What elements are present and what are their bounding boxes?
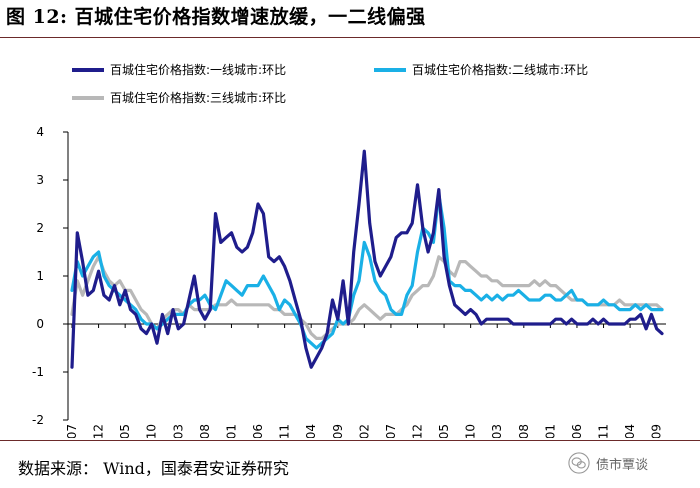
x-tick-label: 2017-08 (517, 424, 531, 438)
x-tick-label: 2010-07 (65, 424, 79, 438)
footer-divider (0, 440, 700, 441)
x-axis: 2010-07 2010-12 2011-05 2011-10 2012-03 2012-… (65, 323, 666, 438)
x-tick-label: 2019-04 (623, 424, 637, 438)
x-tick-label: 2010-12 (92, 424, 106, 438)
x-tick-label: 2015-07 (384, 424, 398, 438)
x-tick-label: 2016-05 (437, 424, 451, 438)
x-tick-label: 2019-09 (650, 424, 664, 438)
x-tick-label: 2013-06 (251, 424, 265, 438)
x-tick-label: 2011-10 (145, 424, 159, 438)
x-tick-label: 2017-03 (490, 424, 504, 438)
figure-title: 图 12: 百城住宅价格指数增速放缓，一二线偏强 (6, 6, 426, 28)
x-tick-label: 2014-09 (331, 424, 345, 438)
y-tick-label: 3 (36, 173, 44, 187)
x-tick-label: 2015-02 (357, 424, 371, 438)
y-tick-label: 0 (36, 317, 44, 331)
chart-legend: 百城住宅价格指数:一线城市:环比 百城住宅价格指数:二线城市:环比百城住宅价格指数… (72, 62, 588, 105)
x-tick-label: 2018-11 (597, 424, 611, 438)
x-tick-label: 2018-01 (543, 424, 557, 438)
line-chart: 百城住宅价格指数:一线城市:环比 百城住宅价格指数:二线城市:环比百城住宅价格指数… (32, 62, 666, 438)
legend-label-1: 百城住宅价格指数:一线城市:环比 (110, 62, 286, 77)
series-line-3 (70, 255, 664, 340)
x-tick-label: 2016-10 (464, 424, 478, 438)
y-axis: 4 3 2 1 0 -1 -2 (32, 125, 69, 427)
y-tick-label: -2 (32, 413, 44, 427)
y-tick-label: 2 (36, 221, 44, 235)
legend-label-2: 百城住宅价格指数:二线城市:环比 (412, 62, 588, 77)
x-tick-label: 2012-03 (171, 424, 185, 438)
x-tick-label: 2015-12 (410, 424, 424, 438)
wechat-icon (568, 452, 590, 474)
x-tick-label: 2013-11 (278, 424, 292, 438)
source-note: 数据来源： Wind，国泰君安证券研究 (18, 459, 289, 478)
y-tick-label: 1 (36, 269, 44, 283)
y-tick-label: 4 (36, 125, 44, 139)
title-divider (0, 37, 700, 38)
y-tick-label: -1 (32, 365, 44, 379)
chart-series (70, 149, 664, 369)
x-tick-label: 2018-06 (570, 424, 584, 438)
x-tick-label: 2012-08 (198, 424, 212, 438)
series-line-1 (70, 149, 664, 369)
watermark: 债市覃谈 (568, 450, 648, 476)
x-tick-label: 2013-01 (224, 424, 238, 438)
x-tick-label: 2014-04 (304, 424, 318, 438)
x-tick-label: 2011-05 (118, 424, 132, 438)
watermark-text: 债市覃谈 (596, 457, 649, 473)
legend-label-3: 百城住宅价格指数:三线城市:环比 (110, 90, 286, 105)
